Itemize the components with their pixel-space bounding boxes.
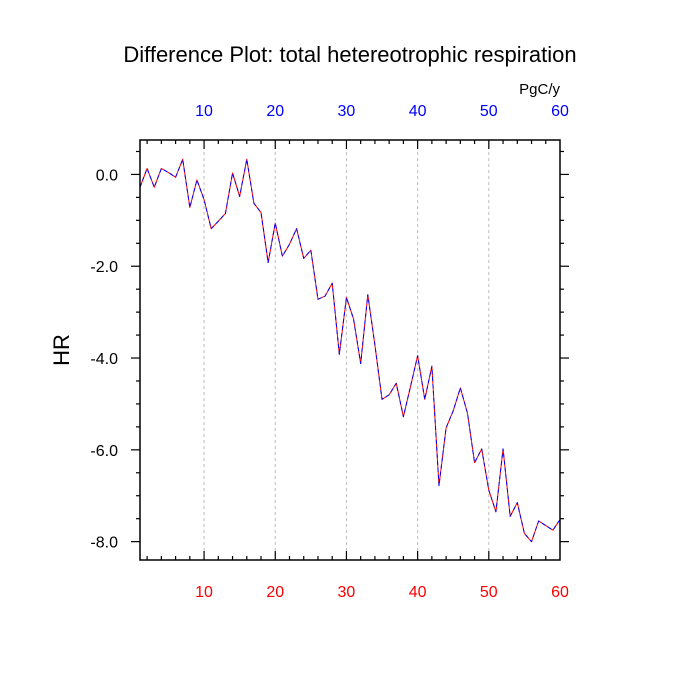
x-tick-label-top: 50 xyxy=(480,103,498,120)
chart-title: Difference Plot: total hetereotrophic re… xyxy=(123,42,576,67)
x-tick-label-top: 60 xyxy=(551,103,569,120)
x-tick-label-bottom: 40 xyxy=(409,584,427,601)
x-tick-label-bottom: 20 xyxy=(266,584,284,601)
units-label: PgC/y xyxy=(519,81,560,98)
x-tick-label-bottom: 30 xyxy=(338,584,356,601)
x-tick-label-bottom: 50 xyxy=(480,584,498,601)
x-tick-label-top: 30 xyxy=(338,103,356,120)
y-tick-label: -8.0 xyxy=(90,535,118,552)
y-tick-label: -4.0 xyxy=(90,351,118,368)
y-tick-label: -6.0 xyxy=(90,443,118,460)
y-tick-label: -2.0 xyxy=(90,259,118,276)
series-line-2 xyxy=(139,158,561,543)
x-tick-label-top: 20 xyxy=(266,103,284,120)
y-tick-label: 0.0 xyxy=(96,167,118,184)
x-tick-label-bottom: 10 xyxy=(195,584,213,601)
y-axis-label: HR xyxy=(49,334,74,366)
x-tick-label-top: 40 xyxy=(409,103,427,120)
x-tick-label-top: 10 xyxy=(195,103,213,120)
x-tick-label-bottom: 60 xyxy=(551,584,569,601)
plot-frame xyxy=(139,139,561,561)
series-lines xyxy=(139,158,561,543)
tick-labels: 10 10 20 20 30 30 40 40 50 50 60 60 0.0 -2.0 -4.0 -6.0 -… xyxy=(90,103,569,601)
